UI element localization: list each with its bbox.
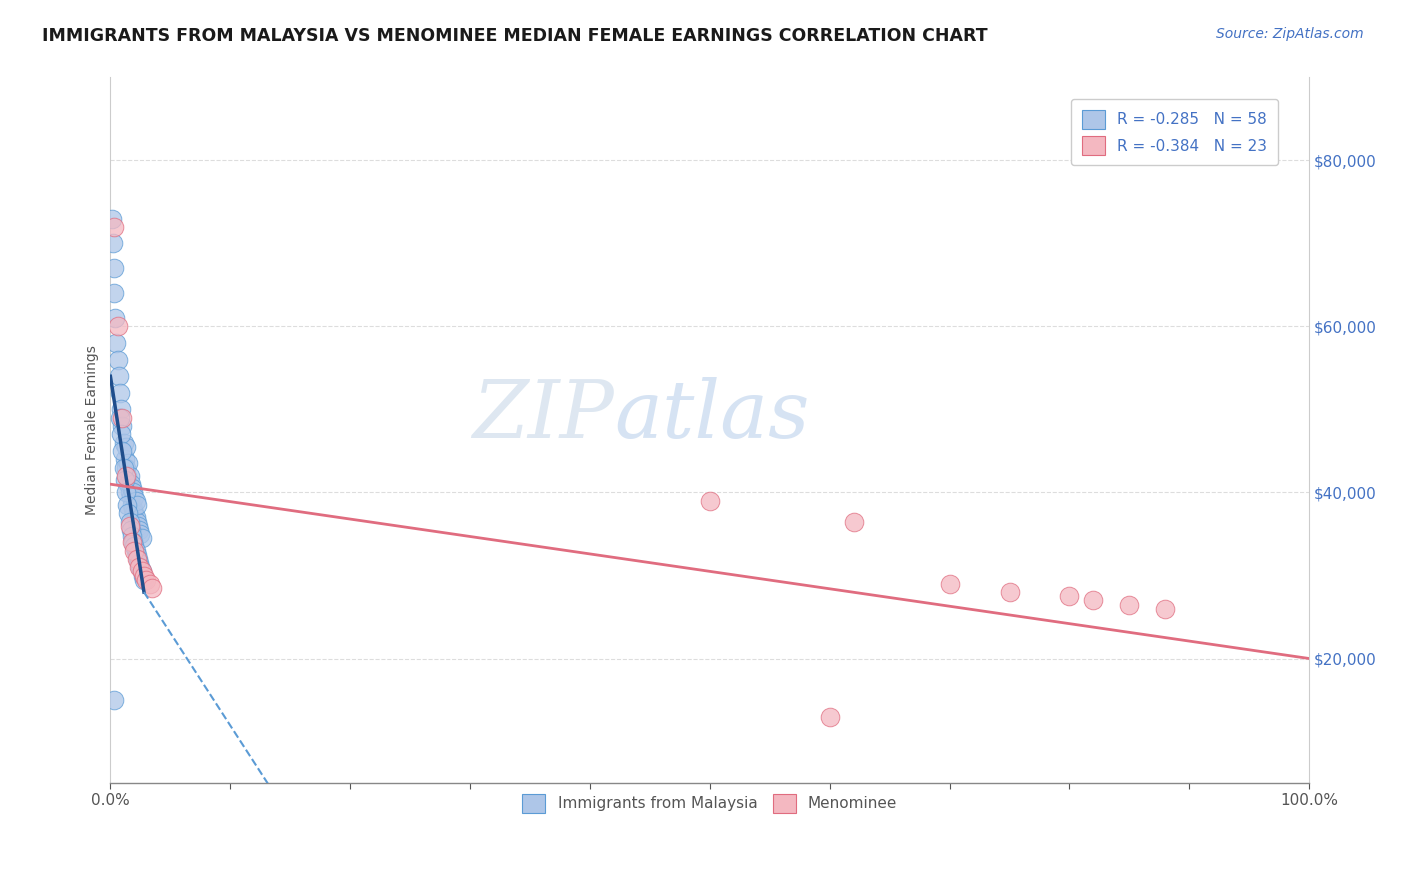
- Text: IMMIGRANTS FROM MALAYSIA VS MENOMINEE MEDIAN FEMALE EARNINGS CORRELATION CHART: IMMIGRANTS FROM MALAYSIA VS MENOMINEE ME…: [42, 27, 988, 45]
- Point: [124, 493, 146, 508]
- Point: [122, 502, 145, 516]
- Point: [117, 506, 139, 520]
- Point: [121, 529, 143, 543]
- Text: ZIP: ZIP: [472, 377, 614, 455]
- Point: [1154, 601, 1177, 615]
- Point: [111, 444, 134, 458]
- Point: [124, 510, 146, 524]
- Point: [129, 527, 152, 541]
- Point: [118, 518, 141, 533]
- Point: [112, 460, 135, 475]
- Point: [107, 319, 129, 334]
- Point: [141, 581, 163, 595]
- Point: [108, 385, 131, 400]
- Point: [1059, 589, 1081, 603]
- Point: [124, 543, 146, 558]
- Point: [121, 535, 143, 549]
- Point: [938, 576, 960, 591]
- Point: [117, 477, 139, 491]
- Point: [124, 506, 146, 520]
- Point: [818, 709, 841, 723]
- Point: [100, 211, 122, 226]
- Point: [112, 435, 135, 450]
- Point: [118, 485, 141, 500]
- Point: [105, 336, 128, 351]
- Point: [103, 693, 125, 707]
- Point: [124, 543, 146, 558]
- Point: [122, 535, 145, 549]
- Point: [127, 518, 149, 533]
- Point: [101, 236, 124, 251]
- Point: [108, 410, 131, 425]
- Point: [114, 473, 136, 487]
- Point: [131, 565, 153, 579]
- Point: [107, 352, 129, 367]
- Point: [122, 485, 145, 500]
- Point: [127, 552, 149, 566]
- Point: [132, 568, 155, 582]
- Point: [132, 573, 155, 587]
- Point: [128, 523, 150, 537]
- Point: [121, 481, 143, 495]
- Point: [135, 573, 157, 587]
- Point: [842, 515, 865, 529]
- Point: [128, 556, 150, 570]
- Point: [139, 576, 162, 591]
- Point: [104, 311, 127, 326]
- Point: [128, 560, 150, 574]
- Point: [103, 261, 125, 276]
- Point: [131, 531, 153, 545]
- Y-axis label: Median Female Earnings: Median Female Earnings: [86, 345, 100, 516]
- Point: [103, 219, 125, 234]
- Point: [103, 286, 125, 301]
- Point: [115, 498, 138, 512]
- Point: [120, 477, 142, 491]
- Point: [120, 523, 142, 537]
- Point: [129, 560, 152, 574]
- Point: [1083, 593, 1105, 607]
- Point: [115, 469, 138, 483]
- Point: [699, 493, 721, 508]
- Text: atlas: atlas: [614, 377, 810, 455]
- Point: [132, 568, 155, 582]
- Point: [124, 490, 146, 504]
- Point: [115, 469, 138, 483]
- Legend: Immigrants from Malaysia, Menominee: Immigrants from Malaysia, Menominee: [510, 781, 910, 825]
- Point: [125, 548, 148, 562]
- Point: [131, 565, 153, 579]
- Point: [110, 427, 132, 442]
- Point: [125, 498, 148, 512]
- Point: [115, 485, 138, 500]
- Point: [1118, 598, 1140, 612]
- Point: [111, 410, 134, 425]
- Point: [125, 515, 148, 529]
- Point: [115, 440, 138, 454]
- Point: [998, 585, 1021, 599]
- Point: [118, 515, 141, 529]
- Point: [118, 469, 141, 483]
- Point: [114, 452, 136, 467]
- Point: [124, 540, 146, 554]
- Point: [120, 490, 142, 504]
- Point: [115, 460, 138, 475]
- Point: [110, 402, 132, 417]
- Point: [111, 419, 134, 434]
- Text: Source: ZipAtlas.com: Source: ZipAtlas.com: [1216, 27, 1364, 41]
- Point: [107, 369, 129, 384]
- Point: [125, 552, 148, 566]
- Point: [117, 457, 139, 471]
- Point: [121, 498, 143, 512]
